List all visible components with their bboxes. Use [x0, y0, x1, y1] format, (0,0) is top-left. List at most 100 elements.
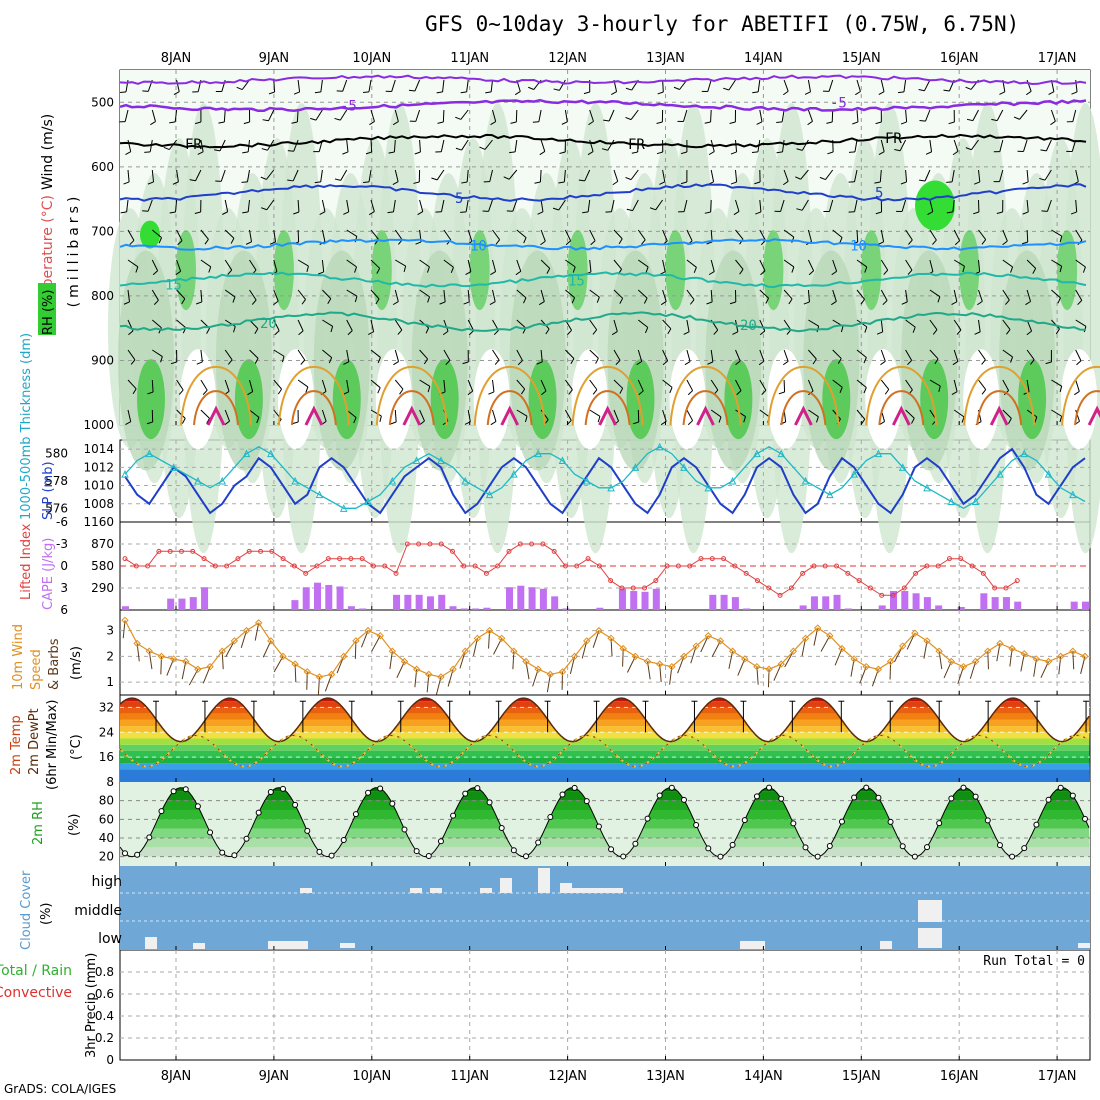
- ylabel-thickness: 1000-500mb Thickness (dm): [19, 333, 34, 520]
- ylabel-millibars: (millibars): [66, 193, 82, 308]
- wind-barb-flag: [503, 176, 510, 180]
- wind-barb: [924, 169, 931, 182]
- wind-barb: [856, 79, 861, 92]
- wind-speed-marker: [741, 655, 749, 663]
- wind-barb-flag: [328, 357, 333, 364]
- wind-barb-flag: [706, 301, 713, 305]
- wind-barb: [540, 139, 546, 152]
- wind-barb-flag: [908, 239, 913, 245]
- wind-barb-flag: [369, 121, 375, 126]
- wind-barb-flag: [181, 298, 186, 305]
- contour-label: 15: [165, 277, 182, 293]
- rh-marker: [1069, 792, 1076, 799]
- wind-barb-flag: [347, 330, 353, 336]
- wind-speed-marker: [437, 673, 445, 681]
- run-total-label: Run Total = 0: [983, 954, 1085, 969]
- wind-barb-flag: [173, 91, 180, 95]
- wind-barb-flag: [319, 211, 326, 215]
- wind-barb-flag: [977, 300, 983, 306]
- rh-label-group-2: (%): [67, 814, 82, 837]
- li-marker: [314, 563, 320, 569]
- wind-barb: [905, 109, 908, 122]
- contour-15c: [119, 271, 1087, 289]
- wind-barb: [370, 259, 381, 269]
- wind-speed-marker: [1056, 652, 1065, 661]
- wind-barb: [655, 199, 664, 211]
- wind-barb-flag: [1013, 116, 1020, 120]
- wind-barb: [292, 169, 299, 182]
- ylabel-barbs: & Barbs: [47, 638, 62, 690]
- wind-barb-flag: [128, 330, 134, 336]
- contour-30c: [780, 390, 827, 426]
- rh-marker: [778, 795, 785, 802]
- wind-barb: [321, 409, 327, 422]
- wind-barb: [151, 289, 159, 301]
- wind-barb-flag: [160, 356, 163, 363]
- thickness-marker: [510, 470, 518, 478]
- li-marker: [721, 556, 727, 562]
- wind-barb-flag: [539, 151, 546, 156]
- temp-label-group-3: (6hr Min/Max): [45, 700, 60, 790]
- wind-barb: [340, 169, 348, 181]
- contour-5c: [119, 183, 1087, 202]
- wind-barb-flag: [196, 361, 203, 365]
- wind-barb: [971, 139, 979, 151]
- wind-barb-flag: [1008, 418, 1012, 424]
- wind-barb-flag: [330, 326, 334, 333]
- li-marker: [608, 578, 614, 584]
- rh-marker: [462, 790, 469, 797]
- wind-barb: [563, 169, 566, 182]
- wind-barb: [151, 229, 162, 239]
- rh-blob-high: [665, 230, 686, 311]
- wind-barb-flag: [314, 181, 321, 184]
- wind-barb: [953, 409, 965, 418]
- wind-barb: [467, 319, 475, 331]
- wind-barb: [759, 109, 763, 122]
- cloud-bar: [500, 878, 512, 893]
- wind-barb: [200, 259, 212, 268]
- wind-barb-flag: [298, 330, 304, 336]
- wind-barb-flag: [991, 118, 998, 122]
- li-marker: [246, 548, 252, 554]
- wind-barb-flag: [169, 211, 176, 214]
- wind-barb: [690, 645, 697, 664]
- li-marker: [822, 563, 828, 569]
- wind-speed-marker: [716, 637, 725, 645]
- wind-barb-flag: [601, 148, 608, 151]
- wind-barb: [224, 319, 236, 327]
- wind-barb: [268, 109, 275, 122]
- wind-barb: [127, 349, 136, 361]
- rh-marker: [790, 820, 797, 827]
- rh-marker: [243, 835, 250, 842]
- wind-barb: [293, 139, 299, 152]
- cape-bar: [618, 588, 626, 610]
- wind-barb-flag: [150, 121, 156, 126]
- wind-barb-flag: [365, 151, 372, 155]
- wind-barb-flag: [826, 121, 833, 124]
- wind-speed-marker: [534, 665, 542, 673]
- wind-speed-marker: [364, 626, 372, 635]
- contour-35c: [500, 405, 520, 426]
- wind-barb: [151, 379, 154, 393]
- wind-barb-flag: [1070, 211, 1077, 215]
- rh-ylabel-group: RH (%): [41, 290, 56, 335]
- wind-barb: [783, 169, 789, 182]
- rh-marker: [766, 784, 773, 791]
- wind-barb: [539, 169, 542, 183]
- cape-bar: [167, 598, 175, 610]
- panel-frame-precip: [119, 949, 1091, 1061]
- wind-barb: [1051, 259, 1062, 267]
- cape-bar: [551, 596, 559, 610]
- wind-barb: [249, 289, 257, 301]
- y-tick-label: 800: [91, 289, 114, 303]
- wind-barb-flag: [1059, 235, 1063, 243]
- cape-bar: [1014, 601, 1022, 610]
- wind-barb: [759, 259, 766, 272]
- wind-barb: [903, 79, 907, 92]
- wind-speed-marker: [850, 655, 858, 663]
- rh-marker: [996, 842, 1003, 849]
- ylabel-temp: 2m Temp: [9, 715, 24, 775]
- wind-barb: [856, 379, 867, 388]
- rh-blob-high: [371, 230, 392, 311]
- wind-speed-marker: [996, 639, 1004, 648]
